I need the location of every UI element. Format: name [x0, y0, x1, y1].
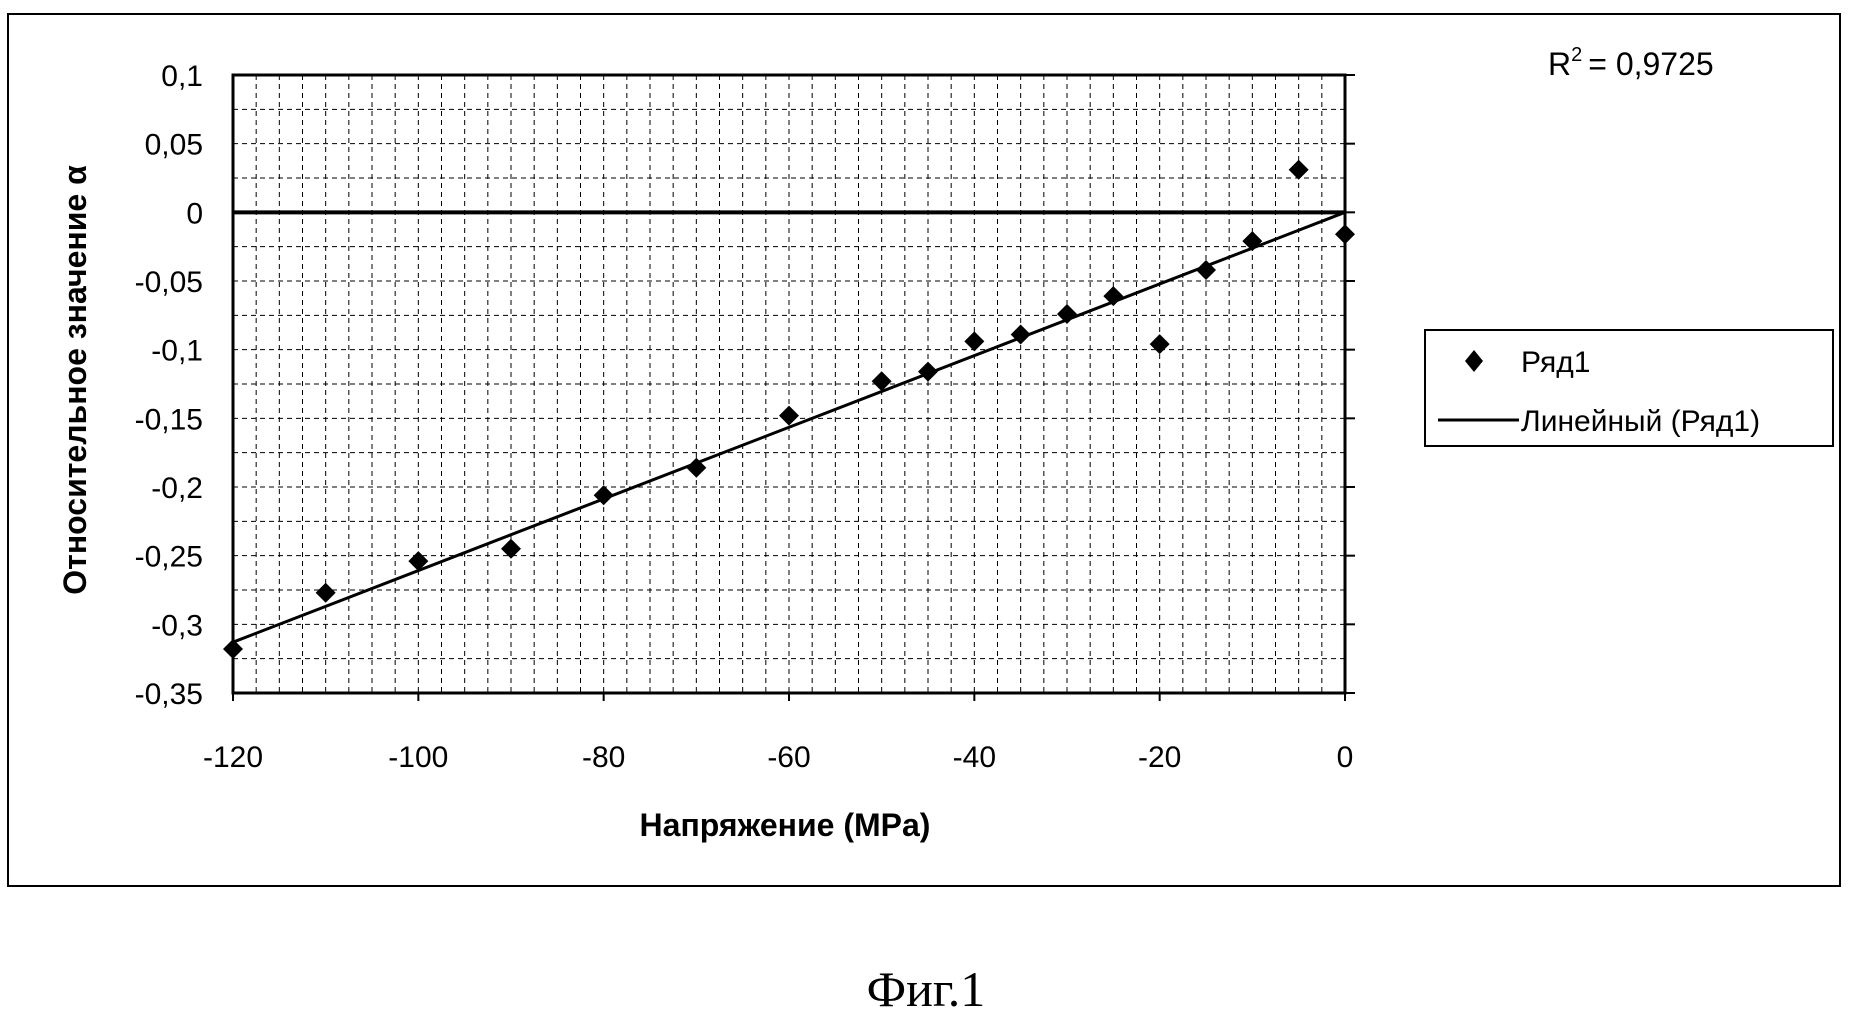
- data-point-diamond: [871, 371, 892, 392]
- legend-box: [1424, 329, 1834, 447]
- x-tick-labels: -120 -100 -80 -60 -40 -20 0: [203, 693, 1353, 774]
- r-squared-prefix: R: [1548, 46, 1571, 82]
- data-point-diamond: [686, 457, 707, 478]
- y-tick-label: 0,05: [145, 129, 203, 162]
- data-point-diamond: [1242, 231, 1263, 252]
- data-point-diamond: [1010, 324, 1031, 345]
- data-point-diamond: [315, 582, 336, 603]
- data-point-diamond: [1196, 260, 1216, 281]
- y-tick-label: -0,25: [135, 541, 203, 574]
- data-point-diamond: [1057, 303, 1077, 324]
- legend-marker-diamond: [1465, 350, 1483, 372]
- data-point-diamond: [223, 639, 243, 660]
- data-point-diamond: [501, 538, 521, 559]
- data-point-diamond: [1288, 159, 1309, 180]
- y-tick-label: -0,35: [135, 678, 203, 711]
- y-tick-label: -0,2: [151, 472, 203, 505]
- x-tick-label: -20: [1138, 741, 1181, 774]
- r-squared-superscript: 2: [1571, 44, 1582, 66]
- legend-item-trendline: Линейный (Ряд1): [1521, 405, 1760, 438]
- y-axis-title: Относительное значение α: [57, 165, 93, 595]
- r-squared-label: R2 = 0,9725: [1548, 44, 1714, 82]
- figure-caption: Фиг.1: [867, 961, 986, 1017]
- y-tick-label: -0,05: [135, 266, 203, 299]
- data-point-diamond: [964, 331, 985, 352]
- data-point-diamond: [918, 361, 938, 382]
- grid: [233, 75, 1345, 693]
- y-tick-label: 0,1: [161, 60, 203, 93]
- x-tick-label: -120: [203, 741, 263, 774]
- x-tick-label: 0: [1337, 741, 1354, 774]
- y-tick-label: -0,3: [151, 609, 203, 642]
- data-point-diamond: [1335, 224, 1355, 245]
- x-tick-label: -100: [388, 741, 448, 774]
- x-tick-label: -40: [953, 741, 996, 774]
- data-point-diamond: [593, 485, 614, 506]
- r-squared-value: = 0,9725: [1588, 46, 1713, 82]
- data-point-diamond: [1149, 334, 1170, 355]
- chart-frame: [7, 13, 1841, 887]
- data-points: [223, 159, 1355, 660]
- y-tick-label: -0,1: [151, 335, 203, 368]
- x-axis-title: Напряжение (MPa): [640, 807, 931, 843]
- data-point-diamond: [1103, 286, 1124, 307]
- legend-item-series: Ряд1: [1521, 346, 1590, 379]
- y-tick-label: 0: [186, 197, 203, 230]
- x-tick-label: -60: [767, 741, 810, 774]
- data-point-diamond: [408, 551, 429, 572]
- y-tick-labels: 0,1 0,05 0 -0,05 -0,1 -0,15 -0,2 -0,25 -0,3 -0,35: [135, 60, 1355, 711]
- y-tick-label: -0,15: [135, 403, 203, 436]
- legend: Ряд1 Линейный (Ряд1): [1424, 329, 1834, 447]
- data-point-diamond: [779, 405, 799, 426]
- x-tick-label: -80: [582, 741, 625, 774]
